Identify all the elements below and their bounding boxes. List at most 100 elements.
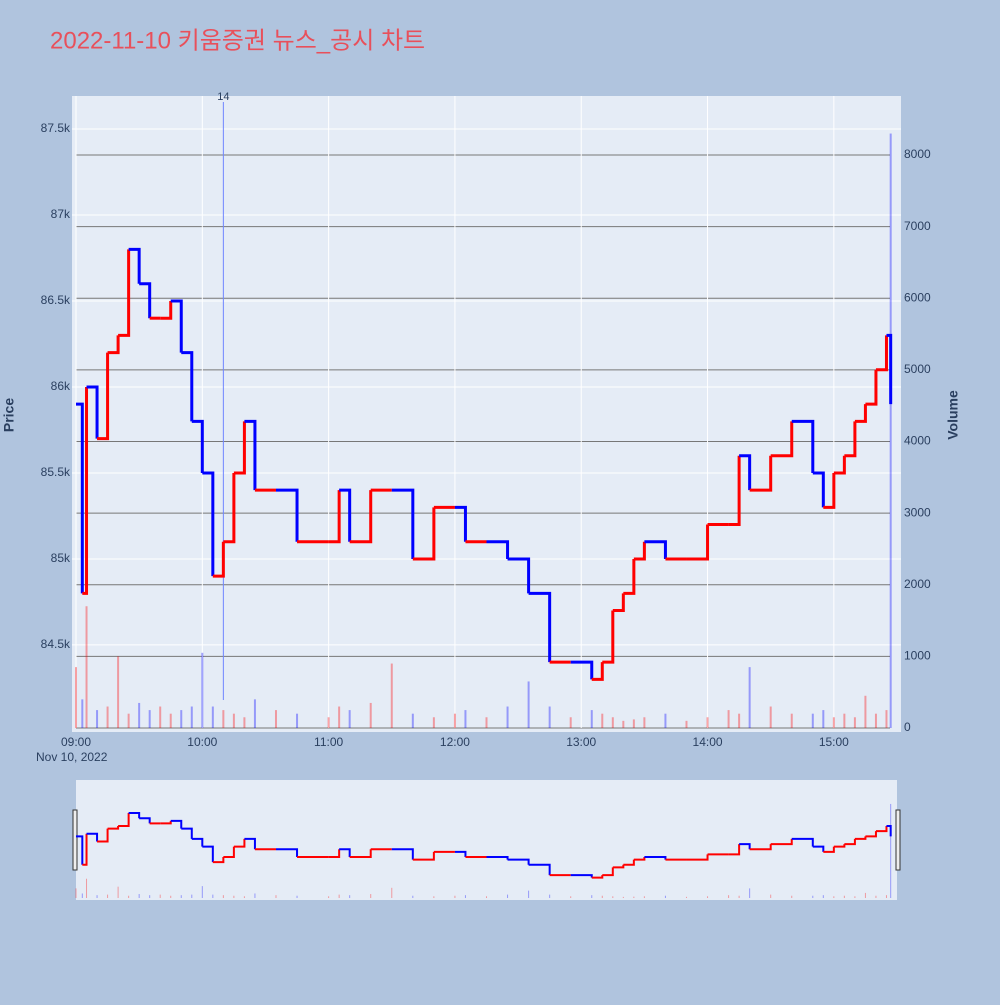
mini-price-step (812, 845, 825, 852)
price-step (886, 333, 893, 405)
mini-volume-bar (275, 895, 277, 898)
price-step (97, 352, 110, 441)
mini-price-step (128, 812, 141, 819)
price-step (160, 300, 173, 320)
y-tick-label: 87k (51, 207, 71, 221)
x-tick-label: 15:00 (819, 735, 849, 749)
mini-volume-bar (738, 895, 740, 898)
x-tick-label: 09:00 (61, 735, 91, 749)
slider-handle[interactable] (72, 809, 78, 871)
y-tick-label: 86k (51, 379, 71, 393)
price-step (844, 421, 857, 458)
mini-price-step (328, 849, 341, 859)
range-slider[interactable] (76, 780, 897, 900)
volume-bar (96, 710, 99, 728)
price-step (644, 540, 667, 559)
price-step (202, 471, 215, 577)
mini-price-step (223, 846, 235, 859)
volume-bar (738, 713, 741, 728)
mini-price-step (791, 837, 814, 847)
price-step (612, 593, 625, 613)
price-step (686, 524, 710, 561)
volume-bar (232, 713, 235, 728)
volume-bar (611, 717, 614, 728)
y2-tick-label: 1000 (904, 649, 931, 663)
y2-tick-label: 6000 (904, 290, 931, 304)
mini-volume-bar (707, 896, 709, 898)
y-tick-label: 85k (51, 551, 71, 565)
price-step (633, 541, 646, 561)
chart-title: 2022-11-10 키움증권 뉴스_공시 차트 (50, 27, 425, 54)
y2-tick-label: 7000 (904, 219, 931, 233)
mini-price-step (454, 850, 467, 858)
mini-volume-bar (349, 895, 351, 898)
volume-bar (75, 667, 77, 728)
price-step (76, 402, 84, 594)
price-step (865, 369, 878, 406)
volume-bar (138, 702, 141, 728)
volume-bar (864, 695, 867, 728)
volume-bar (411, 713, 414, 728)
volume-bar (432, 717, 435, 728)
volume-bar (222, 710, 225, 728)
mini-volume-bar (107, 894, 109, 898)
mini-volume-bar (728, 895, 730, 898)
slider-handle[interactable] (895, 809, 901, 871)
y2-tick-label: 2000 (904, 577, 931, 591)
price-step (191, 419, 204, 473)
mini-price-step (728, 844, 741, 856)
mini-volume-bar (75, 888, 77, 898)
mini-volume-bar (633, 896, 635, 898)
volume-bar (148, 710, 151, 728)
volume-bar (201, 652, 204, 728)
volume-bar (874, 713, 877, 728)
mini-price-step (686, 854, 709, 861)
price-step (623, 558, 636, 595)
y2-tick-label: 0 (904, 720, 911, 734)
y2-tick-label: 4000 (904, 434, 931, 448)
price-step (128, 247, 141, 284)
mini-price-step (623, 859, 635, 866)
mini-volume-bar (843, 895, 845, 898)
price-step (791, 419, 815, 473)
mini-volume-bar (433, 896, 435, 898)
mini-volume-bar (454, 895, 456, 898)
mini-volume-bar (128, 895, 130, 898)
y-tick-label: 85.5k (41, 465, 71, 479)
mini-volume-bar (812, 895, 814, 898)
y-tick-label: 86.5k (41, 293, 71, 307)
price-step (233, 421, 246, 475)
mini-volume-bar (191, 894, 193, 898)
y-axis-title: Price (1, 398, 17, 432)
mini-price-step (97, 828, 109, 843)
mini-price-step (391, 848, 414, 860)
mini-price-step (507, 858, 530, 865)
volume-bar (296, 713, 299, 728)
mini-volume-bar (296, 895, 298, 898)
volume-bar (601, 713, 604, 728)
mini-volume-bar (149, 895, 151, 898)
volume-bar (253, 699, 256, 728)
volume-bar (274, 710, 277, 728)
price-step (86, 385, 99, 439)
price-step (854, 404, 867, 423)
mini-volume-bar (254, 893, 256, 898)
mini-volume-bar (749, 888, 751, 898)
mini-price-step (349, 849, 372, 859)
mini-price-step (181, 827, 193, 839)
price-step (875, 335, 888, 372)
mini-volume-bar (854, 896, 856, 898)
volume-bar (790, 713, 793, 728)
mini-volume-bar (86, 878, 88, 898)
mini-volume-bar (833, 896, 835, 898)
price-step (728, 455, 741, 527)
mini-price-step (528, 863, 551, 876)
mini-price-step (212, 857, 225, 864)
volume-bar (643, 717, 646, 728)
mini-price-step (823, 846, 835, 853)
x-tick-label: 13:00 (566, 735, 596, 749)
mini-volume-bar (822, 895, 824, 898)
y2-tick-label: 3000 (904, 505, 931, 519)
price-step (170, 299, 183, 353)
price-step (118, 249, 131, 337)
